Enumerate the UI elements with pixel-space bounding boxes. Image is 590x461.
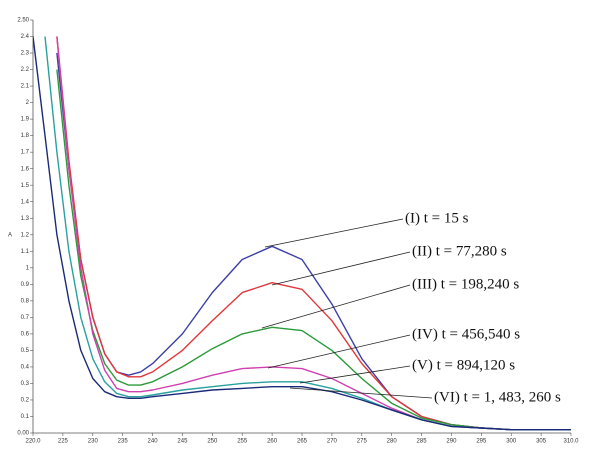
y-tick-label: 0.5	[21, 348, 30, 354]
y-tick-label: 2.1	[21, 84, 30, 90]
y-tick-label: 0.3	[21, 381, 30, 387]
annotation-pointer	[289, 387, 433, 399]
annotation-pointer	[299, 365, 411, 384]
y-tick-label: 0.7	[21, 315, 30, 321]
legend-label: (II) t = 77,280 s	[412, 243, 507, 259]
y-tick-label: 2	[26, 100, 30, 106]
y-tick-label: 0.2	[21, 398, 30, 404]
x-tick-label: 230	[88, 439, 99, 445]
y-tick-label: 1.1	[21, 249, 30, 255]
legend-label: (III) t = 198,240 s	[412, 276, 519, 292]
annotation-pointer	[267, 334, 411, 369]
x-tick-label: 270	[327, 439, 338, 445]
y-tick-label: 1	[26, 265, 30, 271]
x-tick-label: 310.0	[563, 439, 579, 445]
x-tick-label: 285	[417, 439, 428, 445]
x-tick-label: 290	[446, 439, 457, 445]
y-tick-label: 0.9	[21, 282, 30, 288]
x-tick-label: 260	[267, 439, 278, 445]
y-axis-label: A	[8, 233, 12, 239]
y-tick-label: 0.6	[21, 331, 30, 337]
x-tick-label: 275	[357, 439, 368, 445]
y-tick-label: 1.9	[21, 117, 30, 123]
y-tick-label: 2.4	[21, 34, 30, 40]
x-tick-label: 265	[297, 439, 308, 445]
y-tick-label: 0.00	[17, 431, 29, 437]
annotation-pointer	[261, 284, 411, 329]
spectrum-line	[56, 69, 571, 431]
y-tick-label: 1.8	[21, 133, 30, 139]
x-tick-label: 240	[148, 439, 159, 445]
y-tick-label: 2.3	[21, 51, 30, 57]
y-tick-label: 1.5	[21, 183, 30, 189]
x-tick-label: 305	[536, 439, 547, 445]
y-tick-label: 2.50	[17, 18, 29, 24]
x-tick-label: 300	[506, 439, 517, 445]
x-tick-label: 220.0	[25, 439, 41, 445]
plot-area	[33, 36, 571, 431]
legend-label: (IV) t = 456,540 s	[412, 326, 520, 342]
annotation-pointer	[264, 218, 404, 248]
x-tick-label: 235	[118, 439, 129, 445]
y-tick-label: 2.2	[21, 67, 30, 73]
spectrum-line	[33, 36, 571, 431]
y-tick-label: 1.7	[21, 150, 30, 156]
legend-label: (VI) t = 1, 483, 260 s	[434, 389, 561, 405]
y-tick-label: 0.1	[21, 414, 30, 420]
x-tick-label: 280	[387, 439, 398, 445]
legend-label: (I) t = 15 s	[405, 210, 469, 226]
annotation-pointer	[271, 251, 411, 286]
x-tick-label: 250	[207, 439, 218, 445]
x-tick-label: 225	[58, 439, 69, 445]
x-tick-label: 245	[177, 439, 188, 445]
y-tick-label: 0.8	[21, 298, 30, 304]
y-tick-label: 1.4	[21, 199, 30, 205]
y-tick-label: 1.3	[21, 216, 30, 222]
x-tick-label: 255	[237, 439, 248, 445]
y-tick-label: 0.4	[21, 364, 30, 370]
x-tick-label: 295	[476, 439, 487, 445]
y-tick-label: 1.6	[21, 166, 30, 172]
legend-label: (V) t = 894,120 s	[412, 357, 515, 373]
y-tick-label: 1.2	[21, 232, 30, 238]
